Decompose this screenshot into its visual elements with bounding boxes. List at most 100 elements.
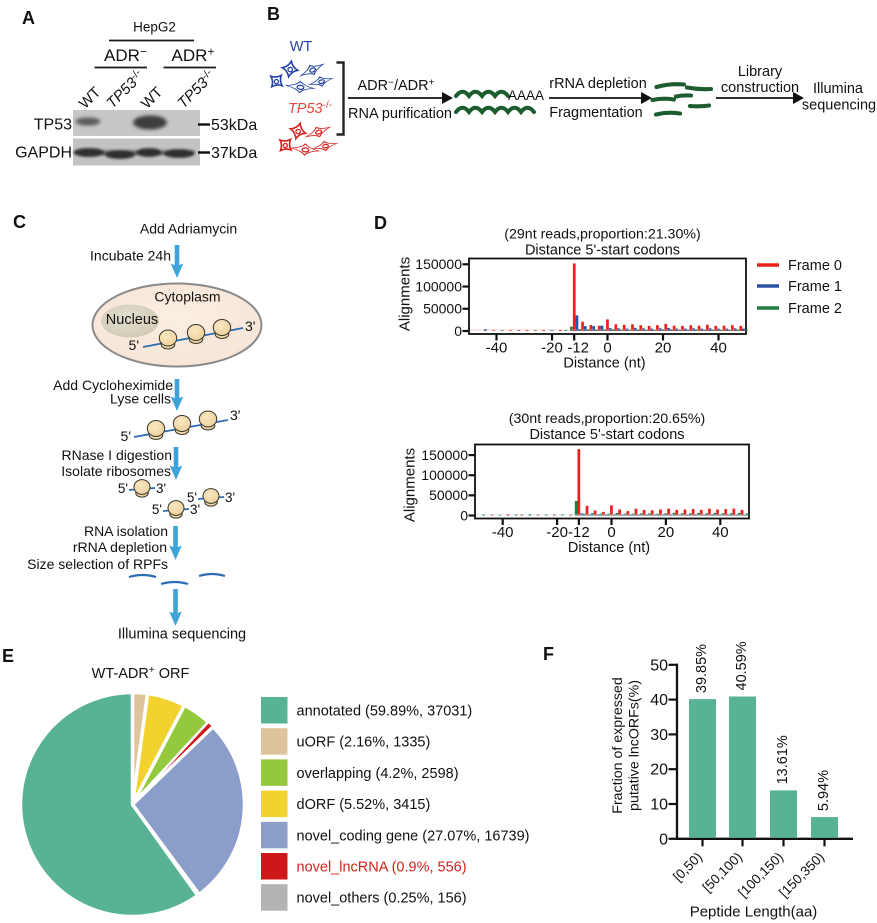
svg-text:sequencing: sequencing <box>802 98 876 114</box>
svg-text:20: 20 <box>658 524 675 541</box>
svg-text:39.85%: 39.85% <box>694 644 710 693</box>
svg-text:50000: 50000 <box>423 301 462 317</box>
svg-text:ADR−/ADR+: ADR−/ADR+ <box>358 78 435 95</box>
svg-text:3': 3' <box>225 490 235 505</box>
svg-text:novel_others (0.25%, 156): novel_others (0.25%, 156) <box>297 891 467 907</box>
svg-text:150000: 150000 <box>421 447 468 463</box>
svg-text:40.59%: 40.59% <box>734 641 750 690</box>
svg-text:D: D <box>374 213 387 233</box>
svg-text:50000: 50000 <box>429 487 468 503</box>
svg-text:B: B <box>267 4 280 24</box>
svg-text:construction: construction <box>721 80 799 96</box>
svg-text:RNA purification: RNA purification <box>348 106 452 122</box>
svg-text:Fragmentation: Fragmentation <box>549 105 643 121</box>
svg-text:Alignments: Alignments <box>402 448 419 522</box>
svg-text:-12: -12 <box>567 340 589 357</box>
svg-text:Illumina sequencing: Illumina sequencing <box>118 627 246 643</box>
svg-text:37kDa: 37kDa <box>211 145 257 162</box>
svg-text:Alignments: Alignments <box>397 257 414 331</box>
svg-text:100000: 100000 <box>421 467 468 483</box>
svg-text:Library: Library <box>738 64 783 80</box>
svg-text:Cytoplasm: Cytoplasm <box>154 289 220 305</box>
svg-text:Frame 2: Frame 2 <box>788 301 842 317</box>
svg-text:Frame 1: Frame 1 <box>788 279 842 295</box>
svg-text:C: C <box>13 212 26 232</box>
svg-text:Distance 5'-start codons: Distance 5'-start codons <box>525 243 680 259</box>
svg-text:Illumina: Illumina <box>813 81 864 97</box>
svg-text:Add Cycloheximide: Add Cycloheximide <box>53 377 173 393</box>
svg-text:5': 5' <box>129 337 139 353</box>
svg-text:Fraction of expressed: Fraction of expressed <box>610 677 626 813</box>
svg-text:Lyse cells: Lyse cells <box>110 391 171 407</box>
svg-text:rRNA depletion: rRNA depletion <box>549 76 647 92</box>
svg-text:Nucleus: Nucleus <box>106 312 158 328</box>
svg-text:10: 10 <box>650 797 668 814</box>
svg-text:A: A <box>22 8 35 28</box>
svg-text:novel_coding gene (27.07%, 167: novel_coding gene (27.07%, 16739) <box>297 828 530 844</box>
svg-text:40: 40 <box>650 692 668 709</box>
svg-text:3': 3' <box>190 502 200 517</box>
svg-text:0: 0 <box>460 507 468 523</box>
svg-text:novel_lncRNA (0.9%, 556): novel_lncRNA (0.9%, 556) <box>297 860 467 876</box>
svg-text:Distance (nt): Distance (nt) <box>568 540 650 556</box>
svg-text:GAPDH: GAPDH <box>15 145 72 162</box>
svg-text:-20: -20 <box>541 340 563 357</box>
svg-text:20: 20 <box>655 340 672 357</box>
svg-text:Peptide Length(aa): Peptide Length(aa) <box>690 904 818 921</box>
svg-text:Size selection of RPFs: Size selection of RPFs <box>27 556 168 572</box>
svg-text:dORF (5.52%, 3415): dORF (5.52%, 3415) <box>297 797 431 813</box>
svg-text:Distance (nt): Distance (nt) <box>563 356 645 372</box>
svg-text:Incubate 24h: Incubate 24h <box>90 248 171 264</box>
svg-text:uORF (2.16%, 1335): uORF (2.16%, 1335) <box>297 735 431 751</box>
svg-text:Frame 0: Frame 0 <box>788 258 842 274</box>
svg-text:RNase I digestion: RNase I digestion <box>61 447 172 463</box>
svg-text:53kDa: 53kDa <box>211 117 257 134</box>
svg-text:overlapping (4.2%, 2598): overlapping (4.2%, 2598) <box>297 766 459 782</box>
svg-text:Distance 5'-start codons: Distance 5'-start codons <box>529 427 684 443</box>
svg-text:30: 30 <box>650 727 668 744</box>
svg-text:WT: WT <box>76 84 105 113</box>
svg-text:-40: -40 <box>492 524 514 541</box>
svg-text:(30nt reads,proportion:20.65%): (30nt reads,proportion:20.65%) <box>509 411 705 427</box>
svg-text:150000: 150000 <box>415 256 462 272</box>
svg-text:Add Adriamycin: Add Adriamycin <box>140 221 237 237</box>
svg-text:-20: -20 <box>546 524 568 541</box>
svg-text:40: 40 <box>710 340 727 357</box>
svg-text:5': 5' <box>187 490 197 505</box>
svg-text:3': 3' <box>156 481 166 496</box>
svg-text:(29nt reads,proportion:21.30%): (29nt reads,proportion:21.30%) <box>504 227 700 243</box>
svg-text:3': 3' <box>245 318 255 334</box>
svg-text:5': 5' <box>118 481 128 496</box>
svg-text:AAAA: AAAA <box>508 88 544 103</box>
svg-text:WT-ADR+ ORF: WT-ADR+ ORF <box>92 665 190 682</box>
svg-text:Isolate ribosomes: Isolate ribosomes <box>61 463 171 479</box>
svg-text:WT: WT <box>290 39 313 55</box>
svg-text:[0,50): [0,50) <box>670 849 705 884</box>
svg-text:0: 0 <box>659 831 668 848</box>
svg-text:putative lncORFs(%): putative lncORFs(%) <box>627 680 643 811</box>
svg-text:[150,350): [150,350) <box>776 849 827 900</box>
svg-text:13.61%: 13.61% <box>775 735 791 784</box>
svg-text:TP53-/-: TP53-/- <box>174 66 219 111</box>
svg-text:3': 3' <box>230 407 240 423</box>
svg-text:WT: WT <box>138 84 167 113</box>
svg-text:5.94%: 5.94% <box>816 770 832 811</box>
svg-text:F: F <box>543 644 554 664</box>
svg-text:TP53-/-: TP53-/- <box>288 100 332 117</box>
svg-text:100000: 100000 <box>415 278 462 294</box>
svg-text:rRNA depletion: rRNA depletion <box>73 539 167 555</box>
svg-text:0: 0 <box>603 340 611 357</box>
svg-text:ADR−: ADR− <box>104 45 147 66</box>
svg-text:TP53: TP53 <box>34 117 72 134</box>
svg-text:5': 5' <box>152 502 162 517</box>
svg-text:HepG2: HepG2 <box>133 20 176 35</box>
svg-text:40: 40 <box>712 524 729 541</box>
svg-text:5': 5' <box>121 428 131 444</box>
svg-text:ADR+: ADR+ <box>172 45 215 66</box>
svg-text:0: 0 <box>607 524 615 541</box>
svg-text:annotated (59.89%, 37031): annotated (59.89%, 37031) <box>297 704 473 720</box>
svg-text:0: 0 <box>454 323 462 339</box>
svg-text:E: E <box>2 646 14 666</box>
svg-text:50: 50 <box>650 657 668 674</box>
svg-text:-40: -40 <box>486 340 508 357</box>
